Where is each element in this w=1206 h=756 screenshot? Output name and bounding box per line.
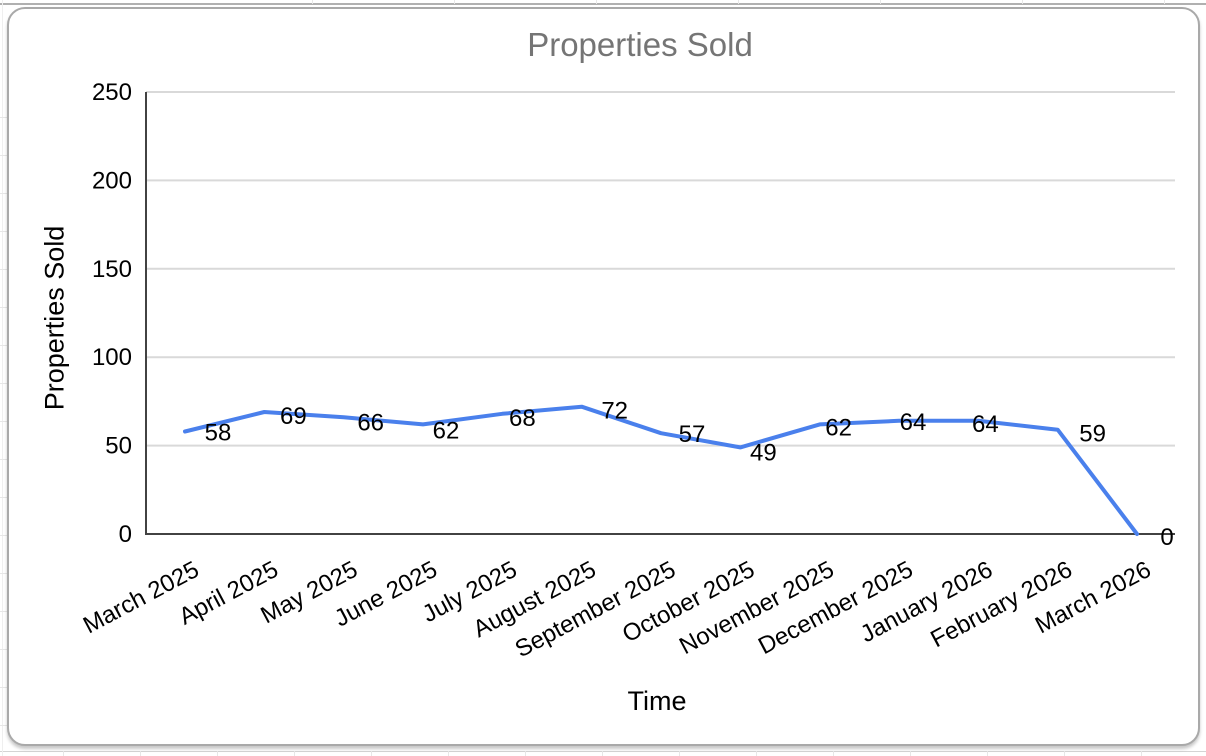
data-label: 57 <box>679 421 706 448</box>
sheet-gridline <box>312 0 313 4</box>
data-label: 64 <box>900 409 927 436</box>
chart-title: Properties Sold <box>527 26 753 63</box>
sheet-gridline <box>1141 751 1142 756</box>
data-label: 59 <box>1079 421 1106 448</box>
sheet-gridline <box>0 725 7 726</box>
sheet-gridline <box>0 573 7 574</box>
sheet-gridline <box>0 497 7 498</box>
y-tick-label: 200 <box>92 167 132 194</box>
y-tick-label: 50 <box>105 433 132 460</box>
sheet-gridline <box>602 751 603 756</box>
sheet-gridline <box>63 751 64 756</box>
sheet-gridline <box>679 751 680 756</box>
sheet-gridline <box>1164 0 1165 4</box>
sheet-gridline <box>0 307 7 308</box>
chart-card[interactable] <box>7 7 1200 746</box>
series-line-properties-sold[interactable] <box>183 404 1139 536</box>
data-label: 66 <box>357 409 384 436</box>
sheet-gridline <box>0 421 7 422</box>
sheet-gridline <box>371 751 372 756</box>
sheet-gridline <box>0 687 7 688</box>
sheet-gridline <box>756 751 757 756</box>
sheet-gridline <box>525 751 526 756</box>
data-label: 49 <box>750 439 777 466</box>
sheet-gridline <box>1064 751 1065 756</box>
sheet-gridline <box>0 231 7 232</box>
data-label: 69 <box>280 403 307 430</box>
y-tick-label: 250 <box>92 79 132 106</box>
sheet-gridline <box>217 751 218 756</box>
data-label: 62 <box>433 417 460 444</box>
y-tick-label: 0 <box>119 521 132 548</box>
data-label: 72 <box>601 398 628 425</box>
y-tick-label: 100 <box>92 344 132 371</box>
sheet-gridline <box>140 751 141 756</box>
sheet-gridline <box>1022 0 1023 4</box>
sheet-gridline <box>0 269 7 270</box>
sheet-gridline <box>910 751 911 756</box>
data-label: 64 <box>972 411 999 438</box>
sheet-gridline <box>880 0 881 4</box>
data-label: 0 <box>1160 524 1173 551</box>
sheet-gridline <box>0 345 7 346</box>
sheet-gridline <box>0 3 1206 5</box>
sheet-gridline <box>454 0 455 4</box>
sheet-gridline <box>0 117 7 118</box>
sheet-gridline <box>2 0 3 756</box>
sheet-gridline <box>0 383 7 384</box>
sheet-gridline <box>0 459 7 460</box>
sheet-gridline <box>0 535 7 536</box>
sheet-gridline <box>738 0 739 4</box>
data-label: 68 <box>509 405 536 432</box>
sheet-gridline <box>596 0 597 4</box>
sheet-gridline <box>0 649 7 650</box>
sheet-gridline <box>294 751 295 756</box>
sheet-gridline <box>448 751 449 756</box>
y-tick-label: 150 <box>92 256 132 283</box>
data-label: 58 <box>205 419 232 446</box>
sheet-gridline <box>0 751 1206 752</box>
data-label: 62 <box>825 414 852 441</box>
x-axis-title: Time <box>627 686 687 716</box>
sheet-gridline <box>0 155 7 156</box>
sheet-gridline <box>987 751 988 756</box>
sheet-gridline <box>0 193 7 194</box>
sheet-gridline <box>833 751 834 756</box>
sheet-gridline <box>0 611 7 612</box>
